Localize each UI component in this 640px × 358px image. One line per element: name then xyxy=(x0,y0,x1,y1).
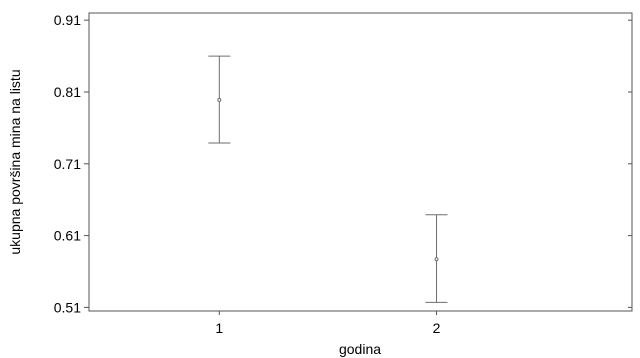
y-tick-label: 0.81 xyxy=(54,84,81,100)
y-axis-ticks: 0.51 0.61 0.71 0.81 0.91 xyxy=(54,12,89,315)
plot-frame xyxy=(88,12,633,312)
error-bars xyxy=(208,55,448,303)
y-tick-label: 0.71 xyxy=(54,156,81,172)
mean-point xyxy=(217,97,222,102)
y-tick-label: 0.91 xyxy=(54,12,81,28)
x-tick-label: 2 xyxy=(433,320,441,336)
y-axis-ticks-right xyxy=(628,19,632,308)
y-tick-label: 0.61 xyxy=(54,228,81,244)
x-axis-title: godina xyxy=(339,341,381,357)
mean-point xyxy=(434,257,439,262)
x-tick-label: 1 xyxy=(215,320,223,336)
y-tick-label: 0.51 xyxy=(54,299,81,315)
y-axis-title: ukupna površina mina na listu xyxy=(7,69,23,254)
